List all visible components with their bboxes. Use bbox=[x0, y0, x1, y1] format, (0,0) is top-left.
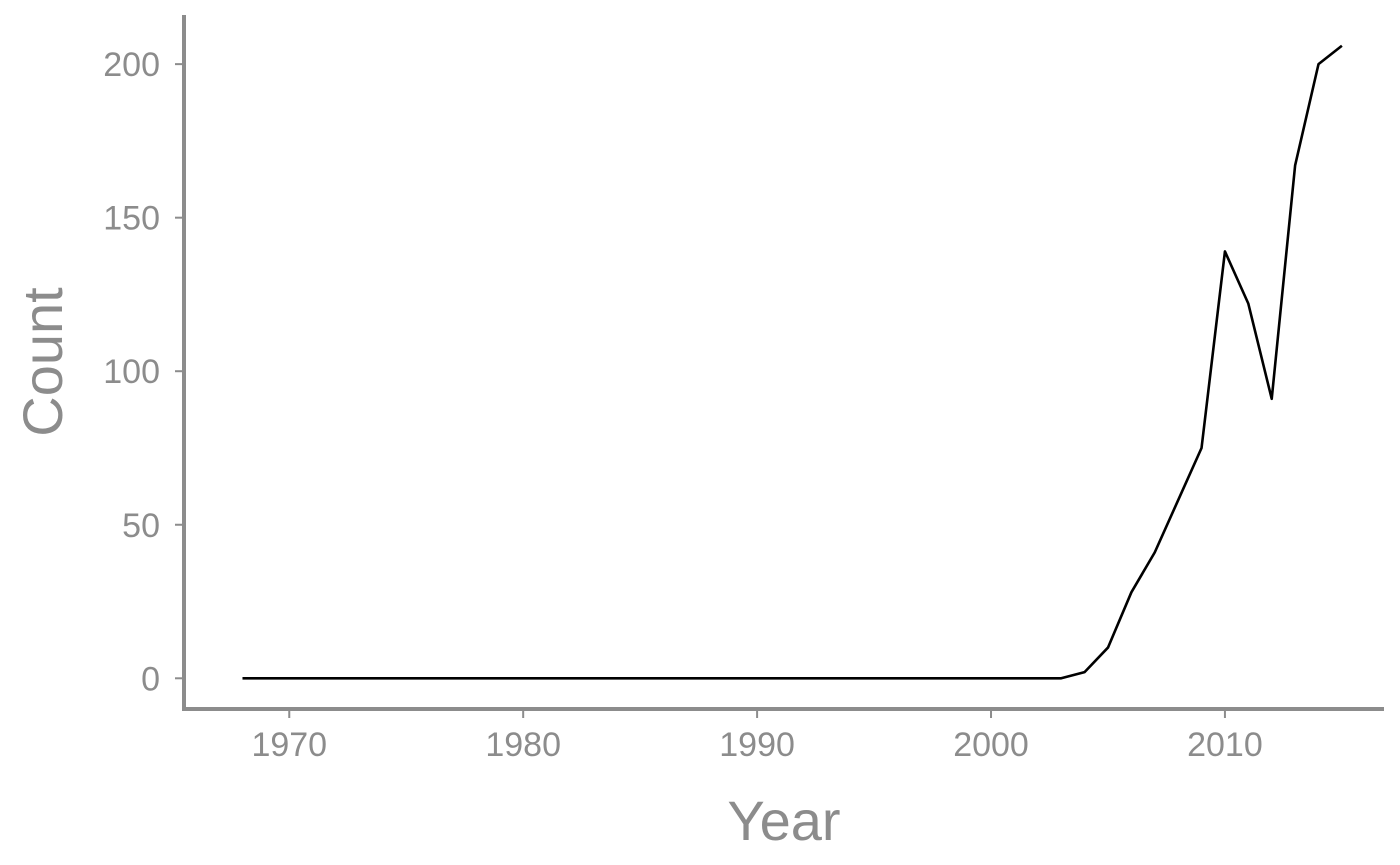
count-series-line bbox=[242, 44, 1343, 680]
y-tick-label: 100 bbox=[103, 353, 160, 391]
y-axis-title: Count bbox=[11, 287, 74, 437]
y-tick-label: 0 bbox=[141, 660, 160, 698]
y-axis-ticks: 0 50 100 150 200 bbox=[103, 46, 184, 698]
x-tick-label: 1990 bbox=[719, 726, 795, 764]
y-tick-label: 150 bbox=[103, 200, 160, 238]
y-tick-label: 200 bbox=[103, 46, 160, 84]
x-tick-label: 2000 bbox=[953, 726, 1029, 764]
x-tick-label: 2010 bbox=[1187, 726, 1263, 764]
x-tick-label: 1970 bbox=[251, 726, 327, 764]
x-tick-label: 1980 bbox=[485, 726, 561, 764]
y-tick-label: 50 bbox=[122, 507, 160, 545]
x-axis-title: Year bbox=[727, 789, 840, 852]
x-axis-ticks: 1970 1980 1990 2000 2010 bbox=[251, 709, 1263, 764]
